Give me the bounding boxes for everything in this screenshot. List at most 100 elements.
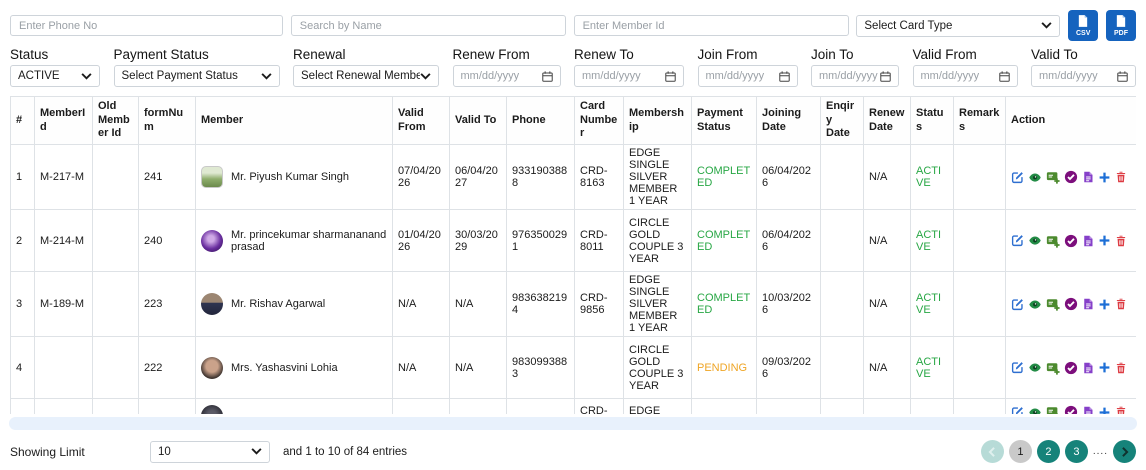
cell-member-id (35, 337, 93, 399)
pagination-page-1[interactable]: 1 (1009, 440, 1032, 463)
card-add-icon[interactable] (1046, 297, 1060, 311)
view-icon[interactable] (1028, 298, 1042, 311)
cell-renew-date (864, 399, 911, 415)
document-icon[interactable] (1082, 405, 1094, 414)
add-icon[interactable] (1098, 171, 1111, 184)
join-from-date-input[interactable]: mm/dd/yyyy (698, 65, 798, 87)
pdf-export-button[interactable]: PDF (1106, 10, 1136, 41)
cell-old-member-id (93, 399, 139, 415)
view-icon[interactable] (1028, 234, 1042, 247)
edit-icon[interactable] (1011, 298, 1024, 311)
chevron-down-icon (1041, 22, 1052, 29)
pagination-page-3[interactable]: 3 (1065, 440, 1088, 463)
delete-icon[interactable] (1115, 361, 1127, 375)
name-search-input[interactable] (291, 15, 566, 36)
cell-joining-date: 10/03/2026 (757, 272, 821, 337)
member-avatar (201, 166, 223, 188)
cell-valid-to: N/A (450, 337, 507, 399)
card-add-icon[interactable] (1046, 170, 1060, 184)
card-add-icon[interactable] (1046, 361, 1060, 375)
delete-icon[interactable] (1115, 234, 1127, 248)
valid-from-date-input[interactable]: mm/dd/yyyy (913, 65, 1018, 87)
cell-remarks (954, 210, 1006, 272)
col-header: Card Number (575, 97, 624, 145)
add-icon[interactable] (1098, 298, 1111, 311)
members-table: #MemberIdOld Member IdformNumMemberValid… (10, 96, 1136, 414)
cell-old-member-id (93, 337, 139, 399)
calendar-icon (880, 71, 891, 82)
member-id-input[interactable] (574, 15, 849, 36)
add-icon[interactable] (1098, 234, 1111, 247)
card-type-select[interactable]: Select Card Type (856, 15, 1060, 37)
edit-icon[interactable] (1011, 171, 1024, 184)
cell-valid-from: 01/04/2026 (393, 210, 450, 272)
cell-old-member-id (93, 210, 139, 272)
calendar-icon (779, 71, 790, 82)
cell-valid-from: N/A (393, 272, 450, 337)
filter-group-renew-from: Renew From mm/dd/yyyy (453, 47, 561, 87)
pagination-page-2[interactable]: 2 (1037, 440, 1060, 463)
horizontal-scrollbar[interactable] (9, 417, 1137, 430)
table-body: 1M-217-M241Mr. Piyush Kumar Singh07/04/2… (11, 145, 1137, 415)
calendar-icon (999, 71, 1010, 82)
col-header: Action (1006, 97, 1137, 145)
card-add-icon[interactable] (1046, 234, 1060, 248)
cell-renew-date: N/A (864, 210, 911, 272)
cell-member: Mr. Rishav Agarwal (196, 272, 393, 337)
approve-icon[interactable] (1064, 170, 1078, 184)
limit-select[interactable]: 10 (150, 441, 270, 463)
approve-icon[interactable] (1064, 405, 1078, 414)
document-icon[interactable] (1082, 297, 1094, 311)
filter-label-status: Status (10, 47, 100, 62)
edit-icon[interactable] (1011, 406, 1024, 415)
renew-from-date-input[interactable]: mm/dd/yyyy (453, 65, 561, 87)
payment-status-select[interactable]: Select Payment Status (114, 65, 280, 87)
chevron-down-icon (420, 73, 431, 80)
document-icon[interactable] (1082, 361, 1094, 375)
filter-label-renew-to: Renew To (574, 47, 684, 62)
view-icon[interactable] (1028, 361, 1042, 374)
status-select[interactable]: ACTIVE (10, 65, 100, 87)
pagination-next-button[interactable] (1113, 440, 1136, 463)
renewal-select[interactable]: Select Renewal Members (293, 65, 439, 87)
approve-icon[interactable] (1064, 234, 1078, 248)
file-icon (1116, 15, 1126, 29)
cell-num: 2 (11, 210, 35, 272)
pagination-prev-button[interactable] (981, 440, 1004, 463)
phone-input[interactable] (10, 15, 283, 36)
add-icon[interactable] (1098, 406, 1111, 415)
delete-icon[interactable] (1115, 170, 1127, 184)
document-icon[interactable] (1082, 234, 1094, 248)
payment-status-value: Select Payment Status (122, 70, 238, 82)
approve-icon[interactable] (1064, 297, 1078, 311)
cell-membership: EDGE SINGLE SILVER MEMBER 1 YEAR (624, 145, 692, 210)
join-to-value: mm/dd/yyyy (819, 70, 878, 82)
filter-label-payment-status: Payment Status (114, 47, 280, 62)
valid-to-date-input[interactable]: mm/dd/yyyy (1031, 65, 1136, 87)
col-header: Member (196, 97, 393, 145)
col-header: Renew Date (864, 97, 911, 145)
delete-icon[interactable] (1115, 297, 1127, 311)
document-icon[interactable] (1082, 170, 1094, 184)
col-header: Old Member Id (93, 97, 139, 145)
csv-export-button[interactable]: CSV (1068, 10, 1098, 41)
approve-icon[interactable] (1064, 361, 1078, 375)
member-name: Mr. Piyush Kumar Singh (231, 171, 349, 183)
renew-to-date-input[interactable]: mm/dd/yyyy (574, 65, 684, 87)
card-add-icon[interactable] (1046, 405, 1060, 414)
edit-icon[interactable] (1011, 234, 1024, 247)
view-icon[interactable] (1028, 406, 1042, 415)
filter-group-renewal: RenewalSelect Renewal Members (293, 47, 439, 87)
cell-status: ACTIVE (911, 337, 954, 399)
join-to-date-input[interactable]: mm/dd/yyyy (811, 65, 899, 87)
add-icon[interactable] (1098, 361, 1111, 374)
delete-icon[interactable] (1115, 405, 1127, 414)
renewal-value: Select Renewal Members (301, 70, 420, 82)
cell-valid-from: 07/04/2026 (393, 145, 450, 210)
view-icon[interactable] (1028, 171, 1042, 184)
table-row: 3M-189-M223Mr. Rishav AgarwalN/AN/A98363… (11, 272, 1137, 337)
cell-payment-status: PENDING (692, 337, 757, 399)
filter-group-valid-to: Valid Tomm/dd/yyyy (1031, 47, 1136, 87)
filter-label-renew-from: Renew From (453, 47, 561, 62)
edit-icon[interactable] (1011, 361, 1024, 374)
